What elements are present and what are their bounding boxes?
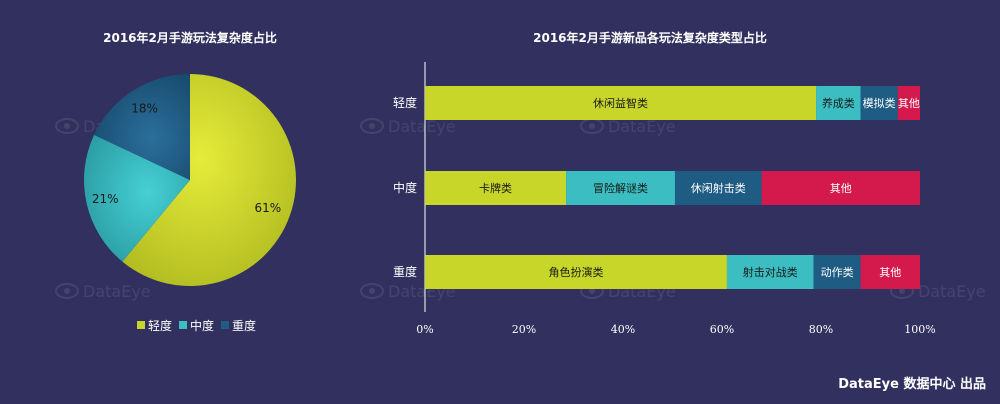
x-tick-label: 0% bbox=[416, 323, 433, 336]
category-label: 重度 bbox=[393, 264, 417, 279]
bar-segment-label: 养成类 bbox=[822, 96, 855, 110]
pie-slice-轻度 bbox=[122, 74, 297, 286]
x-tick-label: 60% bbox=[710, 323, 734, 336]
bar-segment-label: 模拟类 bbox=[863, 96, 896, 110]
x-tick-label: 100% bbox=[904, 323, 935, 336]
x-tick-label: 40% bbox=[611, 323, 635, 336]
pie-legend: 轻度 中度 重度 bbox=[137, 318, 256, 333]
legend-label: 中度 bbox=[190, 318, 214, 333]
pie-chart-title: 2016年2月手游玩法复杂度占比 bbox=[103, 30, 277, 45]
stacked-bar-chart: 轻度 休闲益智类 养成类 模拟类 其他中度 卡牌类 冒险解谜类 休闲射击类 其他重度 角色扮演类射… bbox=[393, 62, 936, 336]
bar-segment-label: 动作类 bbox=[821, 265, 854, 279]
bar-segment-label: 冒险解谜类 bbox=[593, 181, 648, 195]
bar-segment-养成类 bbox=[816, 86, 861, 120]
bar-segment-动作类 bbox=[813, 255, 861, 289]
legend-label: 轻度 bbox=[148, 318, 172, 333]
bar-segment-label: 其他 bbox=[898, 97, 920, 110]
legend-swatch bbox=[221, 321, 229, 329]
watermark-logo: DataEye bbox=[55, 282, 151, 301]
bar-segment-label: 角色扮演类 bbox=[548, 265, 603, 279]
watermark-logo: DataEye bbox=[360, 117, 456, 136]
bar-segment-label: 卡牌类 bbox=[479, 181, 512, 195]
legend-swatch bbox=[137, 321, 145, 329]
pie-slice-label: 21% bbox=[92, 192, 119, 206]
bar-segment-label: 其他 bbox=[830, 182, 852, 195]
legend-label: 重度 bbox=[232, 318, 256, 333]
legend-swatch bbox=[179, 321, 187, 329]
bar-segment-label: 休闲益智类 bbox=[593, 96, 648, 110]
pie-slice-中度 bbox=[83, 134, 190, 262]
x-tick-label: 20% bbox=[512, 323, 536, 336]
bar-segment-label: 其他 bbox=[879, 266, 901, 279]
pie-slice-重度 bbox=[94, 74, 190, 180]
bar-segment-其他 bbox=[897, 86, 920, 120]
watermark-text: DataEye bbox=[388, 117, 456, 136]
bar-segment-其他 bbox=[860, 255, 920, 289]
bar-segment-卡牌类 bbox=[425, 171, 567, 205]
bar-segment-其他 bbox=[761, 171, 920, 205]
category-label: 中度 bbox=[393, 180, 417, 195]
bar-segment-冒险解谜类 bbox=[566, 171, 675, 205]
bar-segment-模拟类 bbox=[860, 86, 898, 120]
watermark-text: DataEye bbox=[608, 117, 676, 136]
bar-segment-label: 休闲射击类 bbox=[691, 181, 746, 195]
watermark-text: DataEye bbox=[83, 282, 151, 301]
x-tick-label: 80% bbox=[809, 323, 833, 336]
bar-segment-角色扮演类 bbox=[425, 255, 727, 289]
bar-segment-休闲益智类 bbox=[425, 86, 817, 120]
pie-slice-label: 61% bbox=[254, 201, 281, 215]
watermark-text: DataEye bbox=[918, 282, 986, 301]
bar-segment-休闲射击类 bbox=[674, 171, 762, 205]
pie-chart: 61% 21% 18% bbox=[83, 74, 297, 286]
pie-slice-label: 18% bbox=[131, 101, 158, 115]
bar-chart-title: 2016年2月手游新品各玩法复杂度类型占比 bbox=[533, 30, 767, 45]
footer-credit: DataEye 数据中心 出品 bbox=[838, 377, 986, 392]
bar-segment-射击对战类 bbox=[726, 255, 814, 289]
category-label: 轻度 bbox=[393, 95, 417, 110]
bar-segment-label: 射击对战类 bbox=[743, 265, 798, 279]
